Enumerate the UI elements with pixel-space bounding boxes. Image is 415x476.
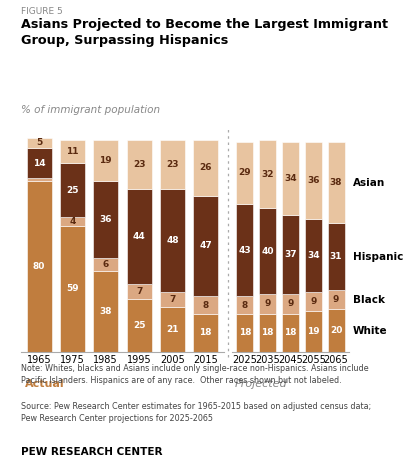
Text: Hispanic: Hispanic <box>353 252 403 262</box>
Text: % of immigrant population: % of immigrant population <box>21 105 160 115</box>
Bar <box>305 292 322 311</box>
Bar <box>160 189 185 292</box>
Text: 44: 44 <box>133 232 146 241</box>
Bar <box>127 189 151 284</box>
Text: 47: 47 <box>199 241 212 250</box>
Text: 23: 23 <box>166 160 179 169</box>
Bar <box>282 142 299 215</box>
Bar <box>93 258 118 271</box>
Bar <box>160 140 185 189</box>
Text: 80: 80 <box>33 262 45 271</box>
Bar <box>259 294 276 314</box>
Text: Actual: Actual <box>25 378 64 388</box>
Text: 48: 48 <box>166 236 179 245</box>
Text: 34: 34 <box>284 174 297 183</box>
Text: 8: 8 <box>242 300 248 309</box>
Text: 31: 31 <box>330 252 342 261</box>
Text: 23: 23 <box>133 160 145 169</box>
Bar <box>327 290 344 309</box>
Text: 18: 18 <box>284 328 297 337</box>
Text: 19: 19 <box>100 156 112 165</box>
Bar <box>237 204 254 297</box>
Text: Black: Black <box>353 295 385 305</box>
Bar <box>305 219 322 292</box>
Bar <box>282 314 299 352</box>
Bar <box>193 196 218 297</box>
Text: 40: 40 <box>261 247 274 256</box>
Text: 18: 18 <box>239 328 251 337</box>
Text: 11: 11 <box>66 147 79 156</box>
Text: 18: 18 <box>200 328 212 337</box>
Bar <box>27 138 51 149</box>
Text: 43: 43 <box>239 246 251 255</box>
Text: 8: 8 <box>203 300 209 309</box>
Bar <box>93 180 118 258</box>
Text: 20: 20 <box>330 326 342 335</box>
Bar <box>305 142 322 219</box>
Text: 9: 9 <box>264 299 271 308</box>
Text: 5: 5 <box>36 139 42 148</box>
Text: 7: 7 <box>169 295 176 304</box>
Bar <box>160 292 185 307</box>
Bar <box>259 314 276 352</box>
Text: 9: 9 <box>310 298 317 306</box>
Bar <box>60 140 85 163</box>
Text: 37: 37 <box>284 250 297 259</box>
Bar <box>193 297 218 314</box>
Text: 14: 14 <box>33 159 45 168</box>
Text: 4: 4 <box>69 217 76 226</box>
Text: 59: 59 <box>66 285 79 293</box>
Text: White: White <box>353 326 387 336</box>
Text: 18: 18 <box>261 328 274 337</box>
Text: 19: 19 <box>307 327 320 337</box>
Text: Source: Pew Research Center estimates for 1965-2015 based on adjusted census dat: Source: Pew Research Center estimates fo… <box>21 402 371 423</box>
Text: 38: 38 <box>100 307 112 316</box>
Text: 29: 29 <box>239 169 251 178</box>
Bar <box>327 223 344 290</box>
Bar <box>127 284 151 298</box>
Text: 7: 7 <box>136 287 142 296</box>
Bar <box>237 142 254 204</box>
Text: PEW RESEARCH CENTER: PEW RESEARCH CENTER <box>21 447 162 457</box>
Bar <box>305 311 322 352</box>
Text: 36: 36 <box>307 176 320 185</box>
Bar <box>60 226 85 352</box>
Text: 6: 6 <box>103 260 109 269</box>
Text: 9: 9 <box>287 299 294 308</box>
Text: Projected: Projected <box>235 378 287 388</box>
Bar <box>193 140 218 196</box>
Text: 32: 32 <box>261 169 274 178</box>
Text: 34: 34 <box>307 251 320 260</box>
Bar <box>93 271 118 352</box>
Text: 38: 38 <box>330 178 342 187</box>
Text: 36: 36 <box>100 215 112 224</box>
Text: FIGURE 5: FIGURE 5 <box>21 7 63 16</box>
Bar <box>282 294 299 314</box>
Bar <box>160 307 185 352</box>
Bar <box>93 140 118 180</box>
Bar <box>127 140 151 189</box>
Bar <box>237 314 254 352</box>
Bar <box>27 180 51 352</box>
Bar <box>327 309 344 352</box>
Text: Note: Whites, blacks and Asians include only single-race non-Hispanics. Asians i: Note: Whites, blacks and Asians include … <box>21 364 369 385</box>
Bar <box>60 217 85 226</box>
Bar <box>27 149 51 178</box>
Bar <box>193 314 218 352</box>
Text: 26: 26 <box>200 163 212 172</box>
Text: 25: 25 <box>66 186 79 195</box>
Bar <box>327 142 344 223</box>
Text: 25: 25 <box>133 321 145 330</box>
Bar <box>259 140 276 208</box>
Bar <box>259 208 276 294</box>
Bar <box>127 298 151 352</box>
Bar <box>27 178 51 180</box>
Bar <box>282 215 299 294</box>
Text: Asians Projected to Become the Largest Immigrant
Group, Surpassing Hispanics: Asians Projected to Become the Largest I… <box>21 18 388 47</box>
Text: Asian: Asian <box>353 178 385 188</box>
Bar <box>237 297 254 314</box>
Bar <box>60 163 85 217</box>
Text: 9: 9 <box>333 295 339 304</box>
Text: 21: 21 <box>166 325 179 334</box>
